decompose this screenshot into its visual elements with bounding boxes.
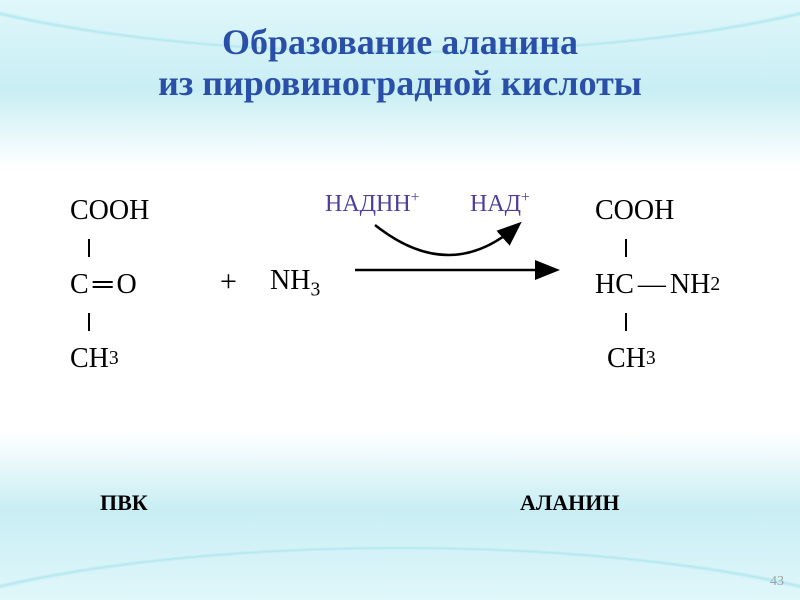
bottom-decoration bbox=[0, 460, 800, 600]
bond-vertical bbox=[625, 239, 627, 257]
pvk-c: C bbox=[70, 269, 89, 301]
sub-3: 3 bbox=[646, 348, 656, 370]
reaction-scheme: COOH C ═ O CH3 + NH3 НАДНН+ НАД+ bbox=[70, 195, 730, 425]
slide: Образование аланина из пировиноградной к… bbox=[0, 0, 800, 600]
nadhh-text: НАДНН bbox=[325, 191, 411, 217]
slide-title: Образование аланина из пировиноградной к… bbox=[0, 22, 800, 105]
molecule-pvk: COOH C ═ O CH3 bbox=[70, 195, 149, 375]
bond-vertical bbox=[88, 239, 90, 257]
ala-nh: NH bbox=[670, 269, 710, 301]
pvk-ch: CH bbox=[70, 343, 109, 375]
pvk-co: C ═ O bbox=[70, 269, 149, 301]
nad-text: НАД bbox=[470, 191, 521, 217]
ala-cooh: COOH bbox=[595, 195, 720, 227]
pvk-o: O bbox=[117, 269, 137, 301]
page-number: 43 bbox=[770, 574, 784, 590]
ala-ch3: CH3 bbox=[607, 343, 720, 375]
plus-sign: + bbox=[220, 265, 237, 299]
bond-vertical bbox=[88, 313, 90, 331]
title-line-2: из пировиноградной кислоты bbox=[0, 63, 800, 104]
sub-2: 2 bbox=[710, 274, 720, 296]
reaction-arrow bbox=[340, 215, 570, 295]
label-pvk: ПВК bbox=[100, 490, 148, 516]
sub-3: 3 bbox=[310, 280, 320, 301]
label-alanine: АЛАНИН bbox=[520, 490, 620, 516]
sub-3: 3 bbox=[109, 348, 119, 370]
nadhh-plus: + bbox=[411, 189, 420, 206]
nh: NH bbox=[270, 265, 310, 296]
single-bond: — bbox=[638, 269, 666, 301]
cofactor-nad: НАД+ bbox=[470, 189, 530, 218]
pvk-cooh: COOH bbox=[70, 195, 149, 227]
title-line-1: Образование аланина bbox=[0, 22, 800, 63]
cofactor-nadhh: НАДНН+ bbox=[325, 189, 420, 218]
molecule-alanine: COOH HC — NH2 CH3 bbox=[595, 195, 720, 375]
ala-ch: CH bbox=[607, 343, 646, 375]
molecule-nh3: NH3 bbox=[270, 265, 320, 302]
ala-hc: HC bbox=[595, 269, 634, 301]
pvk-ch3: CH3 bbox=[70, 343, 149, 375]
ala-hc-nh2: HC — NH2 bbox=[595, 269, 720, 301]
double-bond: ═ bbox=[93, 269, 113, 301]
bond-vertical bbox=[625, 313, 627, 331]
nad-plus: + bbox=[521, 189, 530, 206]
